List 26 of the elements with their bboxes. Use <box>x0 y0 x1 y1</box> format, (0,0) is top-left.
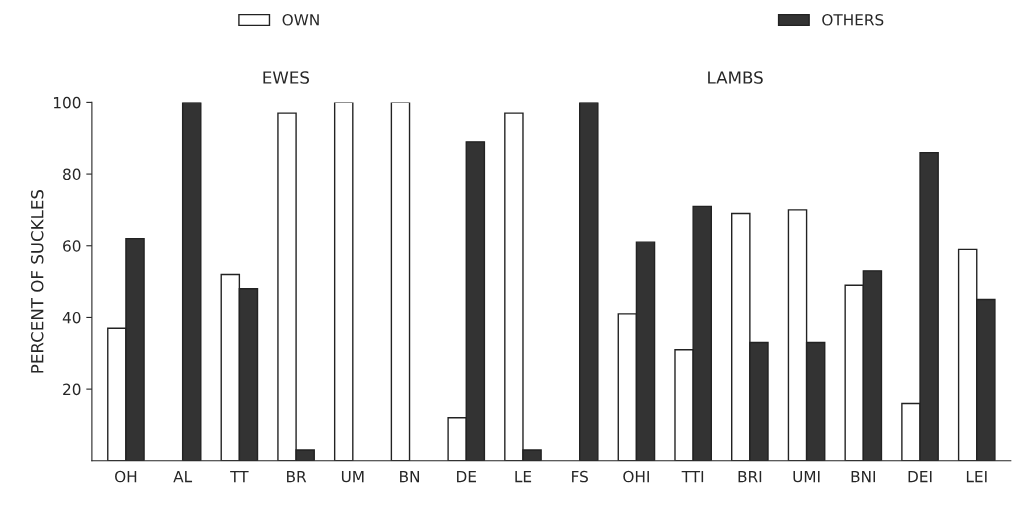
text: EWES <box>263 71 310 84</box>
x-tick-label: UMI <box>793 470 820 483</box>
text: LAMBS <box>708 71 763 84</box>
x-tick-label: AL <box>173 470 193 483</box>
x-tick-label: DE <box>457 470 476 483</box>
x-tick-label: OHI <box>623 470 649 483</box>
x-tick-label: BNI <box>851 470 876 483</box>
y-tick-label: 80 <box>63 168 81 181</box>
x-tick-label: BN <box>400 470 419 483</box>
legend-label: OTHERS <box>822 14 884 26</box>
x-tick-label: FS <box>572 470 588 483</box>
y-axis-title: PERCENT OF SUCKLES <box>30 189 44 373</box>
x-tick-label: BR <box>287 470 307 483</box>
legend-label: OWN <box>282 14 319 26</box>
x-tick-label: LEI <box>966 470 987 483</box>
y-tick-label: 40 <box>62 311 81 324</box>
x-tick-label: BRI <box>738 470 762 483</box>
x-tick-label: LE <box>515 470 532 483</box>
x-tick-label: TT <box>230 470 249 483</box>
y-tick-label: 60 <box>63 240 81 252</box>
x-tick-label: DEI <box>908 470 932 483</box>
y-tick-label: 20 <box>63 383 81 396</box>
y-tick-label: 100 <box>53 96 81 109</box>
x-tick-label: OH <box>115 470 137 483</box>
x-tick-label: UM <box>341 470 364 483</box>
x-tick-label: TTI <box>681 470 704 483</box>
